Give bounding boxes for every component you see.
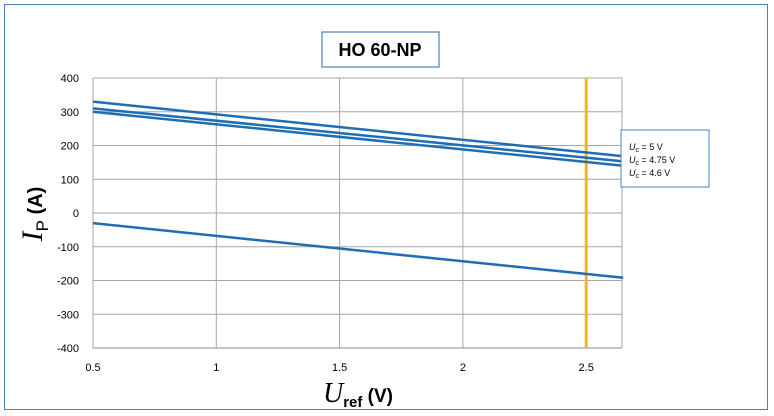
series-line-2 [92,107,624,163]
y-tick-label: 100 [61,174,79,186]
y-tick-label: -300 [57,309,79,321]
y-tick-label: 300 [61,107,79,119]
y-axis-label: IP (A) [16,187,52,243]
x-tick-label: 0.5 [85,362,100,374]
y-tick-label: -400 [57,343,79,355]
x-tick-label: 1.5 [332,362,347,374]
plot-area [93,78,623,349]
legend-entry-3: Uc = 4.6 V [629,168,670,180]
chart-title: HO 60-NP [338,40,421,60]
tick-labels: 400 300 200 100 0 -100 -200 -300 -400 0.5 1 1.5 2 2.5 [57,73,594,374]
legend-box [620,129,710,188]
series-line-3 [92,110,624,167]
x-tick-label: 2 [460,362,466,374]
series-lines [92,78,624,348]
x-tick-label: 1 [213,362,219,374]
y-tick-label: 400 [61,73,79,85]
y-tick-label: -100 [57,242,79,254]
x-axis-label: Uref (V) [323,378,393,411]
y-tick-label: 200 [61,141,79,153]
legend-entry-2: Uc = 4.75 V [629,155,675,167]
legend-entry-1: Uc = 5 V [629,142,663,154]
chart-frame [4,4,768,410]
x-tick-label: 2.5 [579,362,594,374]
y-tick-label: -200 [57,276,79,288]
grid [92,77,622,349]
series-line-1 [92,100,624,158]
chart-title-box [321,31,440,68]
legend: Uc = 5 V Uc = 4.75 V Uc = 4.6 V [620,129,710,188]
series-line-4 [92,221,624,280]
y-tick-label: 0 [73,208,79,220]
